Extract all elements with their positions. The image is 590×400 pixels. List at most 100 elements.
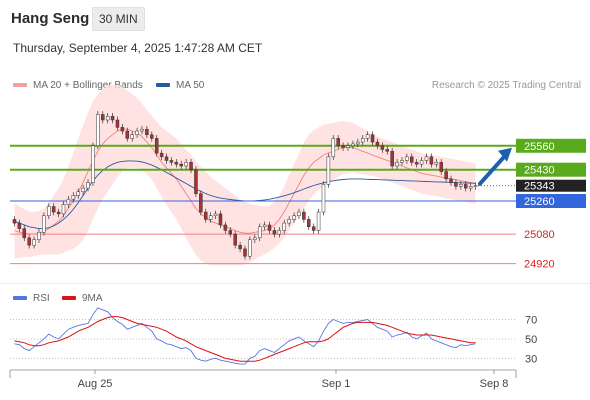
candle-body	[22, 228, 27, 239]
candle-body	[56, 211, 61, 215]
forecast-arrow	[478, 152, 508, 186]
timeframe-badge[interactable]: 30 MIN	[92, 7, 145, 31]
rsi-tick-70: 70	[525, 315, 537, 327]
candle-body	[159, 152, 164, 158]
candle-body	[336, 138, 340, 147]
current-price-label: 25343	[524, 181, 555, 193]
candle-body	[17, 222, 22, 229]
candle-body	[395, 162, 399, 167]
candle-body	[218, 213, 223, 226]
candle-body	[27, 237, 31, 246]
candle-body	[463, 184, 468, 189]
candle-body	[459, 184, 463, 187]
candle-body	[37, 232, 41, 240]
level-label-24920: 24920	[524, 259, 555, 271]
candle-body	[365, 134, 370, 139]
candle-body	[243, 248, 247, 257]
level-label-25260: 25260	[524, 196, 555, 208]
candle-body	[262, 224, 267, 228]
candle-body	[253, 237, 257, 240]
candle-body	[179, 163, 183, 167]
candle-body	[81, 187, 85, 193]
candle-body	[12, 219, 17, 224]
candle-body	[248, 239, 252, 257]
candle-body	[140, 128, 144, 132]
credit-label: Research © 2025 Trading Central	[431, 80, 581, 91]
rsi-tick-30: 30	[525, 353, 537, 365]
candle-body	[370, 134, 375, 143]
legend-rsi: RSI	[13, 293, 50, 304]
candle-body	[66, 198, 71, 205]
level-tag-25260	[516, 194, 586, 208]
candle-body	[154, 138, 159, 154]
candle-body	[115, 119, 120, 128]
forecast-arrowhead	[498, 147, 512, 162]
candle-body	[47, 206, 51, 216]
9ma-swatch	[62, 296, 76, 301]
candle-body	[316, 211, 321, 231]
candle-body	[429, 156, 434, 165]
candle-body	[410, 156, 414, 163]
candle-body	[130, 134, 134, 139]
candle-body	[341, 145, 345, 148]
candle-body	[311, 226, 316, 231]
candle-body	[434, 162, 439, 165]
candle-body	[390, 151, 394, 167]
candle-body	[238, 244, 242, 250]
rsi-swatch	[13, 296, 27, 301]
candle-body	[208, 215, 213, 220]
level-tag-25430	[516, 162, 586, 177]
candle-body	[277, 230, 282, 235]
candle-body	[71, 195, 76, 200]
candle-body	[189, 162, 193, 170]
level-label-25560: 25560	[524, 141, 555, 153]
legend-9ma: 9MA	[62, 293, 103, 304]
level-label-25080: 25080	[524, 229, 555, 241]
x-tick-label: Sep 1	[322, 378, 351, 390]
candle-body	[331, 138, 336, 158]
candle-body	[257, 226, 262, 239]
candle-body	[184, 162, 188, 167]
candle-body	[473, 185, 478, 187]
candle-body	[223, 224, 228, 231]
ma50-swatch	[156, 83, 170, 88]
ma20-swatch	[13, 83, 27, 88]
candle-body	[228, 230, 233, 235]
candle-body	[169, 160, 174, 163]
panel-divider	[0, 283, 590, 284]
candle-body	[145, 128, 149, 135]
rsi-ma-line	[14, 316, 476, 362]
bollinger-band	[14, 85, 476, 266]
candle-body	[351, 143, 355, 147]
candle-body	[164, 156, 169, 161]
candle-body	[51, 206, 56, 213]
candle-body	[100, 114, 105, 121]
candle-body	[307, 219, 311, 228]
candle-body	[360, 138, 365, 143]
current-price-tag	[516, 179, 586, 192]
legend-ma50: MA 50	[156, 80, 204, 91]
candle-body	[400, 160, 404, 163]
candle-body	[204, 211, 208, 220]
candle-body	[439, 162, 443, 172]
candle-body	[414, 162, 419, 165]
legend-rsi-label: RSI	[33, 293, 50, 304]
candle-body	[42, 215, 46, 233]
legend-9ma-label: 9MA	[82, 293, 103, 304]
candle-body	[61, 204, 66, 215]
candle-body	[346, 145, 350, 148]
candle-body	[96, 114, 100, 147]
candle-body	[86, 182, 90, 189]
candle-body	[356, 141, 360, 145]
candle-body	[326, 156, 331, 185]
level-tag-25560	[516, 138, 586, 153]
candle-body	[302, 211, 306, 220]
legend-ma50-label: MA 50	[176, 80, 205, 91]
candle-body	[444, 171, 448, 180]
candle-body	[282, 222, 286, 231]
instrument-title: Hang Seng	[11, 10, 90, 27]
candle-body	[125, 130, 130, 139]
x-tick-label: Aug 25	[78, 378, 113, 390]
candle-body	[194, 169, 198, 194]
